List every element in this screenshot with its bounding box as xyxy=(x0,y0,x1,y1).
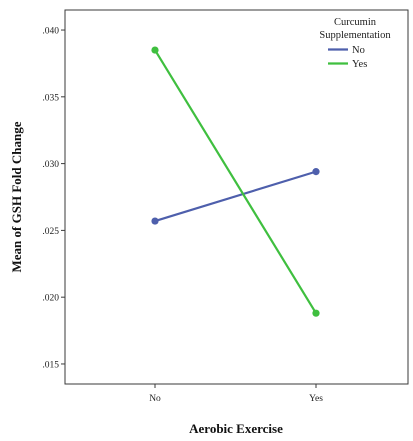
data-point-yes xyxy=(151,46,158,53)
data-point-no xyxy=(151,217,158,224)
legend-label-no: No xyxy=(352,45,365,56)
y-tick-label: .030 xyxy=(42,160,59,170)
y-tick-label: .020 xyxy=(42,294,59,304)
y-tick-label: .040 xyxy=(42,27,59,37)
x-tick-label: Yes xyxy=(309,394,323,404)
legend-title-line2: Supplementation xyxy=(319,30,391,41)
y-axis-title: Mean of GSH Fold Change xyxy=(9,121,24,272)
x-axis-ticks: No Yes xyxy=(149,384,323,404)
x-axis-title: Aerobic Exercise xyxy=(189,421,283,436)
data-point-no xyxy=(312,168,319,175)
y-tick-label: .025 xyxy=(42,227,59,237)
data-point-yes xyxy=(312,310,319,317)
y-tick-label: .015 xyxy=(42,360,59,370)
y-axis-ticks: .015 .020 .025 .030 .035 .040 xyxy=(42,27,65,371)
legend-label-yes: Yes xyxy=(352,59,367,70)
x-tick-label: No xyxy=(149,394,161,404)
y-tick-label: .035 xyxy=(42,93,59,103)
legend-title-line1: Curcumin xyxy=(334,17,377,28)
